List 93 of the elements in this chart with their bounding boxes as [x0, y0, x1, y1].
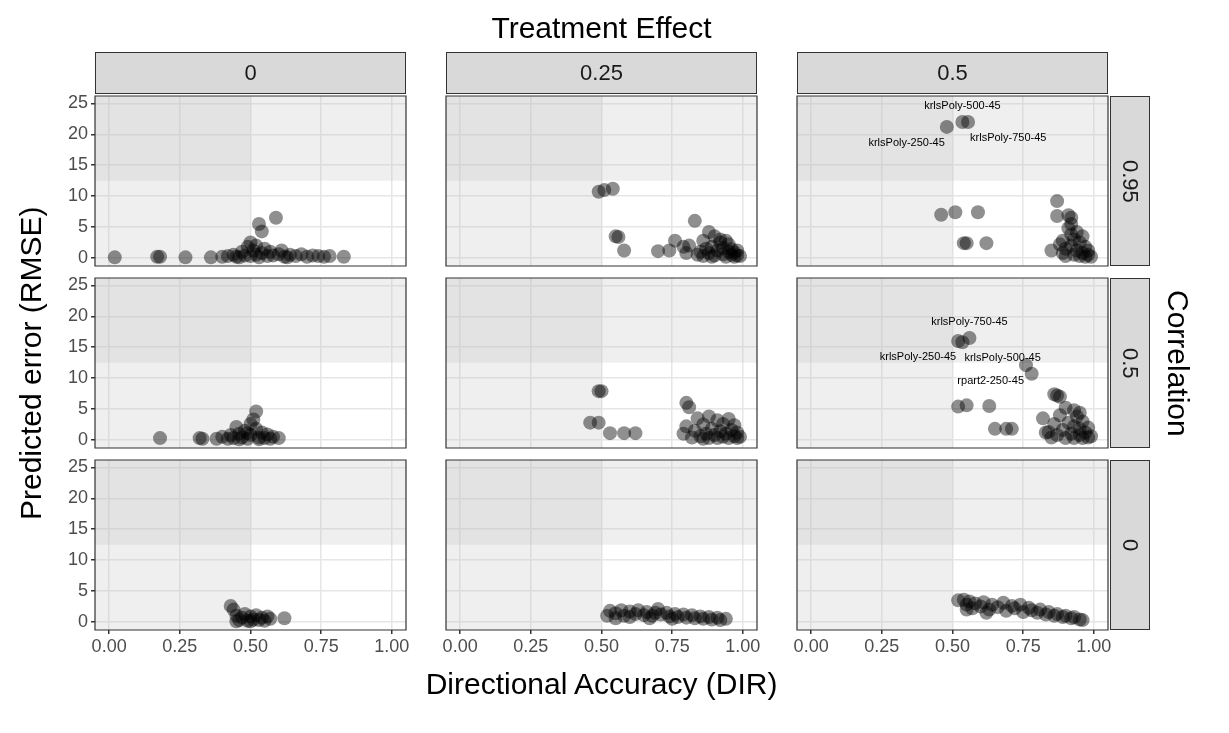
point: [939, 119, 954, 134]
chart-title: 0.5: [797, 52, 1108, 94]
x-tick-label: 0.50: [583, 635, 620, 656]
point: [982, 398, 997, 413]
x-tick-label: 1.00: [725, 635, 761, 656]
y-tick-label: 25: [67, 274, 88, 295]
point: [979, 236, 994, 251]
point: [605, 181, 620, 196]
point: [1024, 366, 1039, 381]
x-tick-label: 0.00: [442, 635, 478, 656]
point: [628, 426, 643, 441]
y-tick-label: 0: [77, 610, 88, 631]
point: [1052, 408, 1067, 423]
point: [608, 611, 623, 626]
point: [622, 610, 637, 625]
annotation: krlsPoly-250-45: [879, 350, 957, 363]
point: [322, 249, 337, 264]
x-tick-label: 1.00: [374, 635, 410, 656]
x-tick-label: 0.50: [934, 635, 971, 656]
y-tick-label: 10: [67, 549, 88, 570]
point: [961, 114, 976, 129]
annotation: krlsPoly-250-45: [868, 135, 945, 148]
y-tick-label: 5: [77, 580, 88, 601]
x-tick-label: 0.00: [793, 635, 829, 656]
point: [249, 404, 264, 419]
y-tick-label: 25: [67, 92, 88, 113]
text: Correlation: [1161, 288, 1196, 439]
point: [1004, 421, 1019, 436]
annotation: krlsPoly-750-45: [970, 130, 1047, 143]
point: [277, 611, 292, 626]
point: [718, 611, 733, 626]
x-tick-label: 0.25: [864, 635, 900, 656]
y-tick-label: 20: [67, 487, 88, 508]
x-tick-label: 0.75: [303, 635, 339, 656]
point: [107, 250, 122, 265]
y-tick-label: 10: [67, 185, 88, 206]
annotation: krlsPoly-750-45: [931, 314, 1008, 327]
y-axis-title: Predicted error (RMSE): [13, 205, 48, 522]
point: [970, 205, 985, 220]
x-tick-label: 0.75: [1005, 635, 1041, 656]
y-tick-label: 20: [67, 305, 88, 326]
point: [254, 224, 269, 239]
y2-axis-title: 0.95: [1110, 96, 1150, 266]
point: [718, 233, 733, 248]
point: [617, 243, 632, 258]
point: [602, 426, 617, 441]
point: [959, 602, 974, 617]
point: [987, 421, 1002, 436]
point: [682, 400, 697, 415]
point: [617, 426, 632, 441]
point: [959, 398, 974, 413]
y-tick-label: 0: [77, 428, 88, 449]
point: [336, 249, 351, 264]
y2-axis-title: 0.5: [1110, 278, 1150, 448]
y-tick-label: 0: [77, 246, 88, 267]
y-tick-label: 5: [77, 216, 88, 237]
point: [153, 431, 168, 446]
point: [591, 415, 606, 430]
annotation: rpart2-250-45: [957, 374, 1025, 387]
chart-title: 0.25: [446, 52, 757, 94]
y-tick-label: 25: [67, 456, 88, 477]
point: [1064, 216, 1079, 231]
annotation: krlsPoly-500-45: [964, 351, 1041, 364]
point: [268, 210, 283, 225]
point: [271, 431, 286, 446]
x-tick-label: 0.25: [513, 635, 549, 656]
x-tick-label: 0.50: [232, 635, 269, 656]
point: [948, 205, 963, 220]
x-tick-label: 0.25: [162, 635, 198, 656]
x-tick-label: 0.00: [91, 635, 127, 656]
point: [682, 238, 697, 253]
point: [203, 250, 218, 265]
y-tick-label: 10: [67, 367, 88, 388]
y-tick-label: 15: [67, 336, 88, 357]
point: [651, 244, 666, 259]
y-tick-label: 15: [67, 518, 88, 539]
point: [1050, 208, 1065, 223]
x-tick-label: 1.00: [1076, 635, 1112, 656]
point: [1050, 194, 1065, 209]
x-axis-title: Directional Accuracy (DIR): [425, 666, 778, 702]
text: Treatment Effect: [490, 10, 713, 46]
x-tick-label: 0.75: [654, 635, 690, 656]
point: [934, 207, 949, 222]
point: [1055, 233, 1070, 248]
y2-axis-title: 0: [1110, 460, 1150, 630]
point: [962, 330, 977, 345]
point: [178, 250, 193, 265]
annotation: krlsPoly-500-45: [924, 98, 1001, 111]
point: [1035, 411, 1050, 426]
y-tick-label: 15: [67, 154, 88, 175]
point: [687, 213, 702, 228]
y-tick-label: 20: [67, 123, 88, 144]
y-tick-label: 5: [77, 398, 88, 419]
